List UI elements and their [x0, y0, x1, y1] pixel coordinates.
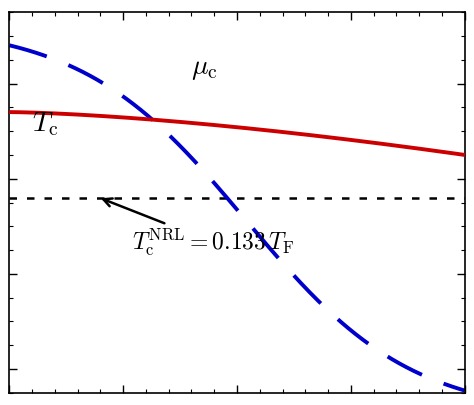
Text: $\mu_\mathrm{c}$: $\mu_\mathrm{c}$ [191, 54, 219, 82]
Text: $T_\mathrm{c}$: $T_\mathrm{c}$ [32, 110, 59, 138]
Text: $T_\mathrm{c}^\mathrm{NRL} = 0.133\,T_\mathrm{F}$: $T_\mathrm{c}^\mathrm{NRL} = 0.133\,T_\m… [103, 198, 295, 258]
